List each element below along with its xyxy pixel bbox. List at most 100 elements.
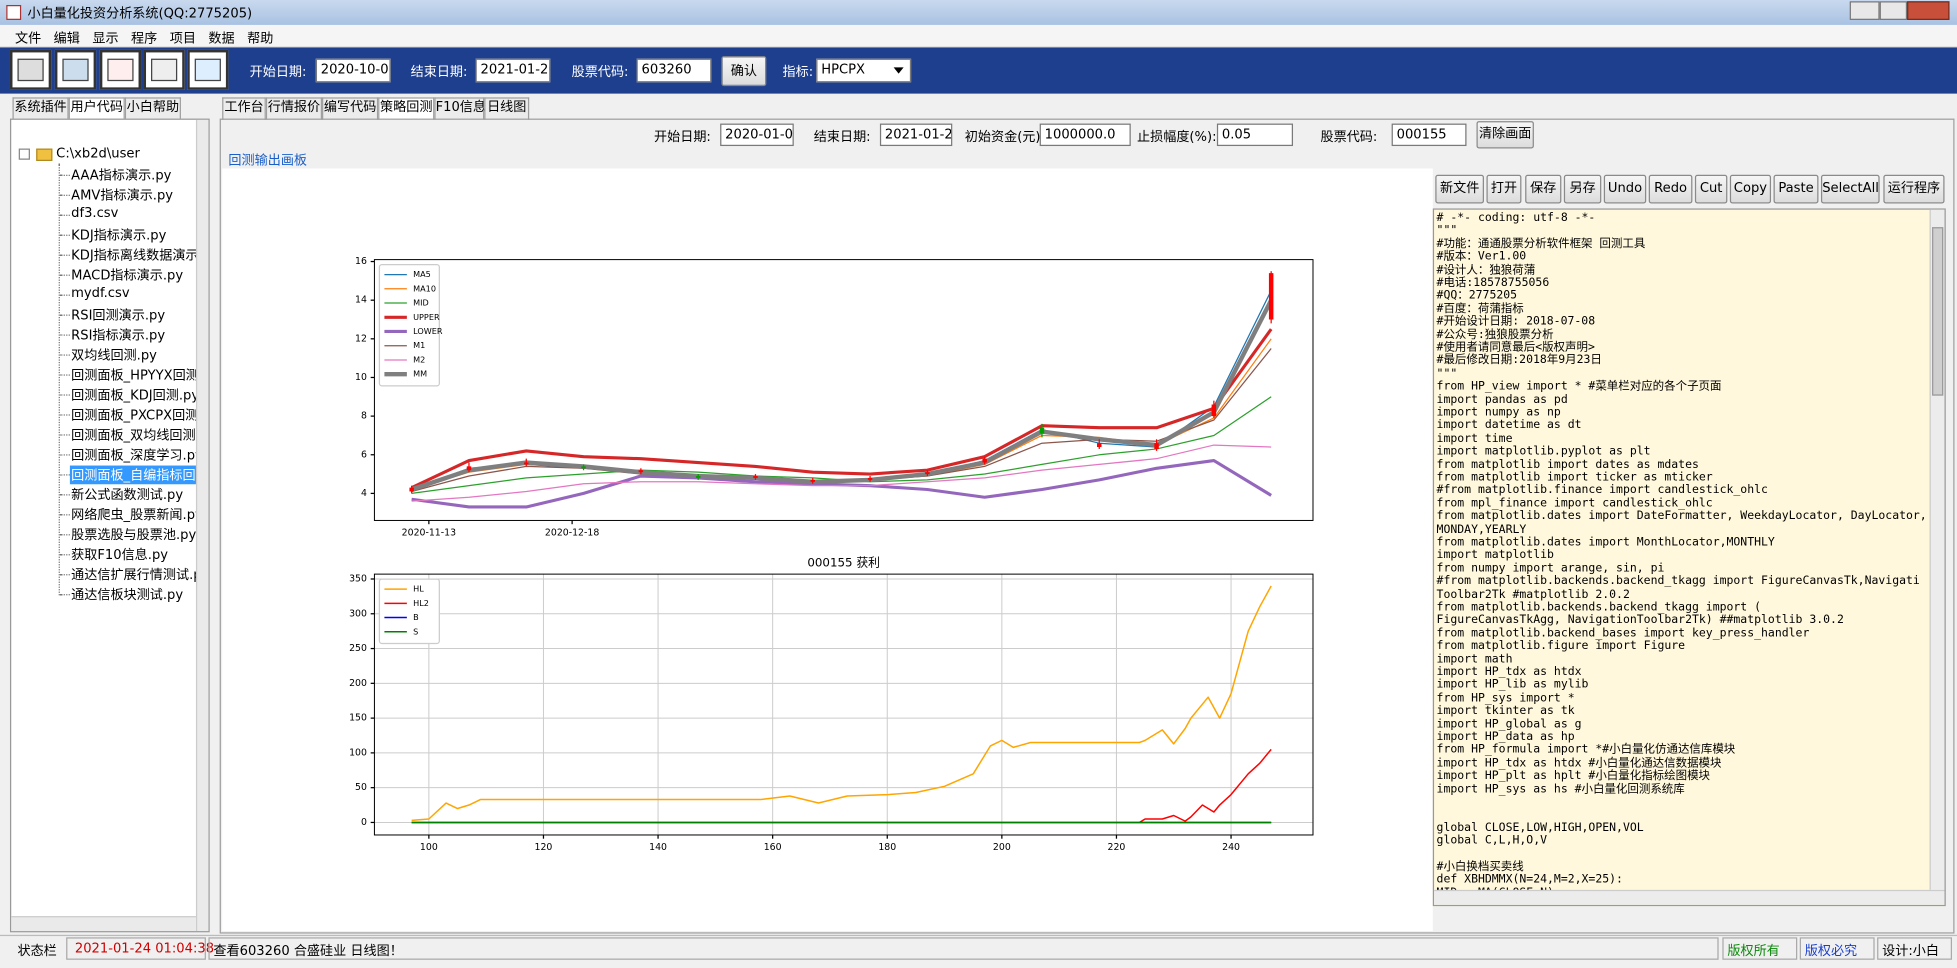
main-tab[interactable]: 日线图	[484, 97, 530, 120]
code-editor[interactable]: # -*- coding: utf-8 -*- """ #功能：通通股票分析软件框架…	[1432, 208, 1946, 907]
tree-file[interactable]: 新公式函数测试.py	[71, 488, 184, 503]
tree-expander[interactable]	[18, 148, 30, 160]
tree-file[interactable]: 回测面板_深度学习.py	[71, 448, 200, 464]
code-line: from matplotlib.backends.backend_tkagg i…	[1436, 600, 1762, 615]
code-line: #公众号:独狼股票分析	[1436, 327, 1554, 342]
editor-button[interactable]: 打开	[1486, 174, 1522, 204]
tool-button[interactable]	[9, 49, 52, 90]
tree-branch	[59, 354, 70, 356]
left-tab[interactable]: 系统插件	[12, 97, 69, 119]
tree-branch	[59, 514, 70, 516]
main-tab[interactable]: 编写代码	[322, 97, 379, 120]
tool-button[interactable]	[187, 49, 229, 90]
tree-file[interactable]: 回测面板_KDJ回测.py	[71, 388, 200, 404]
status-label: 状态栏	[17, 943, 57, 959]
code-line: from numpy import arange, sin, pi	[1436, 561, 1665, 576]
form-label: 股票代码:	[1320, 129, 1378, 145]
date-input[interactable]: 603260	[636, 58, 712, 83]
tree-file[interactable]: df3.csv	[71, 205, 119, 221]
tool-button[interactable]	[143, 49, 185, 90]
menu-item[interactable]: 文件	[14, 31, 42, 47]
tool-button[interactable]	[54, 49, 97, 90]
code-line: #设计人：独狼荷蒲	[1436, 262, 1536, 277]
date-input[interactable]: 2021-01-20	[475, 58, 551, 83]
editor-button[interactable]: Redo	[1648, 174, 1693, 204]
tree-hscroll[interactable]	[11, 916, 196, 932]
menu-item[interactable]: 帮助	[247, 31, 274, 47]
left-tab[interactable]: 用户代码	[68, 97, 125, 119]
form-input[interactable]: 000155	[1391, 123, 1467, 147]
main-tab[interactable]: 行情报价	[265, 97, 323, 120]
main-tab[interactable]: 策略回测	[378, 97, 435, 120]
editor-button[interactable]: Undo	[1603, 174, 1647, 204]
tree-branch	[59, 374, 70, 376]
menu-item[interactable]: 程序	[131, 31, 158, 47]
tree-file[interactable]: AAA指标演示.py	[71, 168, 172, 184]
tree-file[interactable]: 回测面板_双均线回测.p	[71, 428, 200, 444]
tree-file[interactable]: RSI指标演示.py	[71, 328, 166, 344]
form-label: 止损幅度(%):	[1137, 129, 1217, 145]
editor-button[interactable]: Copy	[1729, 174, 1772, 204]
form-input[interactable]: 2021-01-24	[879, 123, 953, 147]
code-line: FigureCanvasTkAgg, NavigationToolbar2Tk)…	[1436, 613, 1844, 628]
tree-file[interactable]: 股票选股与股票池.py	[71, 527, 197, 543]
tree-file[interactable]: 通达信板块测试.py	[71, 587, 184, 603]
close-button[interactable]	[1907, 1, 1950, 20]
date-input[interactable]: 2020-10-01	[315, 58, 391, 83]
tree-file[interactable]: 双均线回测.py	[71, 348, 157, 364]
editor-button[interactable]: Cut	[1694, 174, 1728, 204]
code-line: from matplotlib.backend_bases import key…	[1436, 626, 1810, 641]
tree-file[interactable]: 通达信扩展行情测试.py	[71, 567, 200, 583]
tree-file[interactable]: 获取F10信息.py	[71, 547, 169, 563]
tree-branch	[59, 574, 70, 576]
code-line: #小白换档买卖线	[1436, 859, 1524, 874]
title-bar	[0, 0, 1957, 25]
editor-button[interactable]: SelectAll	[1820, 174, 1880, 204]
menu-item[interactable]: 显示	[92, 31, 119, 47]
tree-root[interactable]: C:\xb2d\user	[56, 146, 140, 162]
code-line: #from matplotlib.finance import candlest…	[1436, 483, 1768, 498]
tree-file[interactable]: KDJ指标离线数据演示.	[71, 248, 200, 264]
tree-file[interactable]: KDJ指标演示.py	[71, 228, 167, 244]
code-line: import HP_sys as hs #小白量化回测系统库	[1436, 782, 1685, 796]
left-tab[interactable]: 小白帮助	[124, 97, 181, 119]
tree-vscroll[interactable]	[195, 119, 209, 932]
tree-file[interactable]: mydf.csv	[71, 285, 130, 301]
confirm-button[interactable]: 确认	[721, 56, 767, 87]
code-line: import HP_tdx as htdx #小白量化通达信数据模块	[1436, 756, 1722, 770]
minimize-button[interactable]	[1849, 1, 1880, 20]
clear-button[interactable]: 清除画面	[1476, 121, 1534, 149]
form-input[interactable]: 1000000.0	[1039, 123, 1131, 147]
window-title: 小白量化投资分析系统(QQ:2775205)	[27, 6, 253, 22]
menu-item[interactable]: 编辑	[53, 31, 80, 47]
main-tab[interactable]: F10信息	[434, 97, 486, 120]
maximize-button[interactable]	[1879, 1, 1908, 20]
tree-file[interactable]: 回测面板_自编指标回测	[69, 465, 200, 485]
editor-button[interactable]: 保存	[1525, 174, 1562, 204]
editor-button[interactable]: Paste	[1773, 174, 1819, 204]
indicator-select[interactable]: HPCPX	[816, 58, 912, 83]
menu-item[interactable]: 数据	[208, 31, 235, 47]
tree-file[interactable]: MACD指标演示.py	[71, 268, 184, 284]
tree-file[interactable]: AMV指标演示.py	[71, 188, 174, 204]
tree-branch	[59, 474, 70, 476]
menu-bar	[0, 24, 1957, 48]
editor-button[interactable]: 运行程序	[1883, 174, 1945, 204]
code-line: global CLOSE,LOW,HIGH,OPEN,VOL	[1436, 820, 1644, 835]
tree-file[interactable]: 回测面板_PXCPX回测.p	[71, 408, 200, 424]
editor-hscroll[interactable]	[1434, 889, 1945, 905]
editor-button[interactable]: 另存	[1563, 174, 1602, 204]
tree-branch	[59, 434, 70, 436]
tool-button[interactable]	[99, 49, 142, 90]
tree-file[interactable]: 回测面板_HPYYX回测.p	[71, 368, 200, 384]
menu-item[interactable]: 项目	[169, 31, 196, 47]
code-line: """	[1436, 223, 1458, 238]
tree-file[interactable]: RSI回测演示.py	[71, 308, 166, 324]
main-tab[interactable]: 工作台	[222, 97, 266, 120]
form-input[interactable]: 2020-01-01	[720, 123, 794, 147]
tree-file[interactable]: 网络爬虫_股票新闻.py	[71, 507, 200, 523]
form-input[interactable]: 0.05	[1216, 123, 1294, 147]
editor-button[interactable]: 新文件	[1435, 174, 1484, 204]
editor-vthumb[interactable]	[1932, 227, 1944, 396]
